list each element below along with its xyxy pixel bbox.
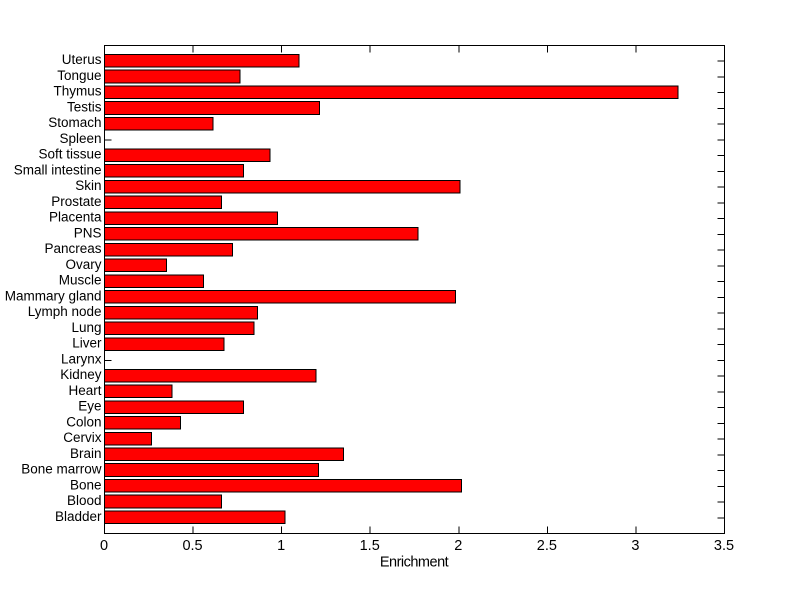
svg-text:Bone: Bone — [70, 477, 102, 492]
svg-text:2.5: 2.5 — [537, 538, 557, 554]
svg-text:Stomach: Stomach — [48, 115, 101, 130]
svg-text:0: 0 — [100, 538, 108, 554]
svg-text:0.5: 0.5 — [182, 538, 202, 554]
svg-text:Lung: Lung — [71, 320, 101, 335]
svg-text:Pancreas: Pancreas — [44, 241, 101, 256]
svg-text:Mammary gland: Mammary gland — [5, 288, 102, 303]
svg-text:Kidney: Kidney — [60, 367, 102, 382]
svg-text:Prostate: Prostate — [51, 194, 101, 209]
svg-text:Larynx: Larynx — [61, 351, 102, 366]
svg-text:Small intestine: Small intestine — [14, 162, 102, 177]
svg-text:Cervix: Cervix — [63, 430, 102, 445]
svg-text:Ovary: Ovary — [65, 257, 101, 272]
svg-text:3.5: 3.5 — [714, 538, 734, 554]
svg-text:Bone marrow: Bone marrow — [21, 462, 102, 477]
svg-text:Soft tissue: Soft tissue — [38, 147, 101, 162]
svg-text:Liver: Liver — [72, 336, 102, 351]
svg-text:Skin: Skin — [75, 178, 101, 193]
svg-text:Brain: Brain — [70, 446, 102, 461]
svg-text:Enrichment: Enrichment — [380, 555, 449, 571]
svg-text:Heart: Heart — [68, 383, 101, 398]
svg-text:Lymph node: Lymph node — [28, 304, 102, 319]
svg-text:Tongue: Tongue — [57, 68, 101, 83]
svg-text:Testis: Testis — [67, 99, 102, 114]
svg-text:PNS: PNS — [74, 225, 102, 240]
svg-text:1.5: 1.5 — [360, 538, 380, 554]
svg-text:1: 1 — [277, 538, 285, 554]
svg-text:Muscle: Muscle — [59, 273, 102, 288]
svg-text:2: 2 — [454, 538, 462, 554]
svg-text:Placenta: Placenta — [49, 210, 102, 225]
svg-text:Spleen: Spleen — [59, 131, 101, 146]
svg-text:Blood: Blood — [67, 493, 102, 508]
svg-text:Eye: Eye — [78, 399, 101, 414]
svg-text:Uterus: Uterus — [62, 52, 102, 67]
svg-text:Colon: Colon — [66, 414, 101, 429]
svg-text:Thymus: Thymus — [53, 84, 101, 99]
svg-text:Bladder: Bladder — [55, 509, 102, 524]
svg-text:3: 3 — [631, 538, 639, 554]
